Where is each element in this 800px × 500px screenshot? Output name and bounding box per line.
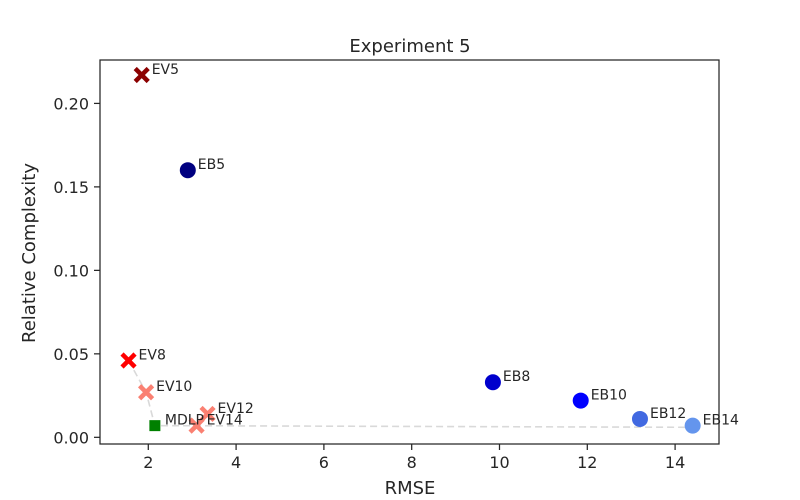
point-ev10 [138,384,155,401]
point-label-eb10: EB10 [591,388,627,404]
x-tick-label: 12 [577,453,597,472]
point-label-eb12: EB12 [650,406,686,422]
y-tick-label: 0.20 [53,94,89,113]
chart-title: Experiment 5 [349,36,470,57]
point-eb12 [631,410,648,427]
point-label-ev14: EV14 [207,413,243,429]
point-label-eb8: EB8 [503,369,530,385]
point-eb14 [684,417,701,434]
y-tick-label: 0.05 [53,345,89,364]
y-tick-label: 0.00 [53,428,89,447]
x-tick-label: 2 [143,453,153,472]
point-eb5 [179,162,196,179]
point-ev14 [188,417,205,434]
x-tick-label: 4 [231,453,241,472]
point-label-ev8: EV8 [139,348,166,364]
point-label-mdlp: MDLP [165,413,204,429]
y-tick-label: 0.15 [53,178,89,197]
point-ev12 [199,405,216,423]
y-axis-title: Relative Complexity [19,163,40,343]
point-ev8 [120,352,137,369]
x-tick-label: 14 [665,453,685,472]
point-eb10 [572,392,589,409]
point-label-ev12: EV12 [218,401,254,417]
x-tick-label: 10 [489,453,509,472]
point-ev5 [133,66,150,84]
x-tick-label: 6 [319,453,329,472]
y-tick-label: 0.10 [53,261,89,280]
point-label-eb14: EB14 [703,413,739,429]
point-label-eb5: EB5 [198,157,225,173]
point-label-ev10: EV10 [156,379,192,395]
x-axis-title: RMSE [385,478,436,499]
point-label-ev5: EV5 [152,62,179,78]
point-eb8 [484,374,501,391]
plot-frame [99,59,720,445]
x-tick-label: 8 [407,453,417,472]
axes: 2 4 6 8 10 12 14 0.00 0.05 0.10 0.15 0.20 [53,59,720,472]
point-mdlp [149,420,161,432]
